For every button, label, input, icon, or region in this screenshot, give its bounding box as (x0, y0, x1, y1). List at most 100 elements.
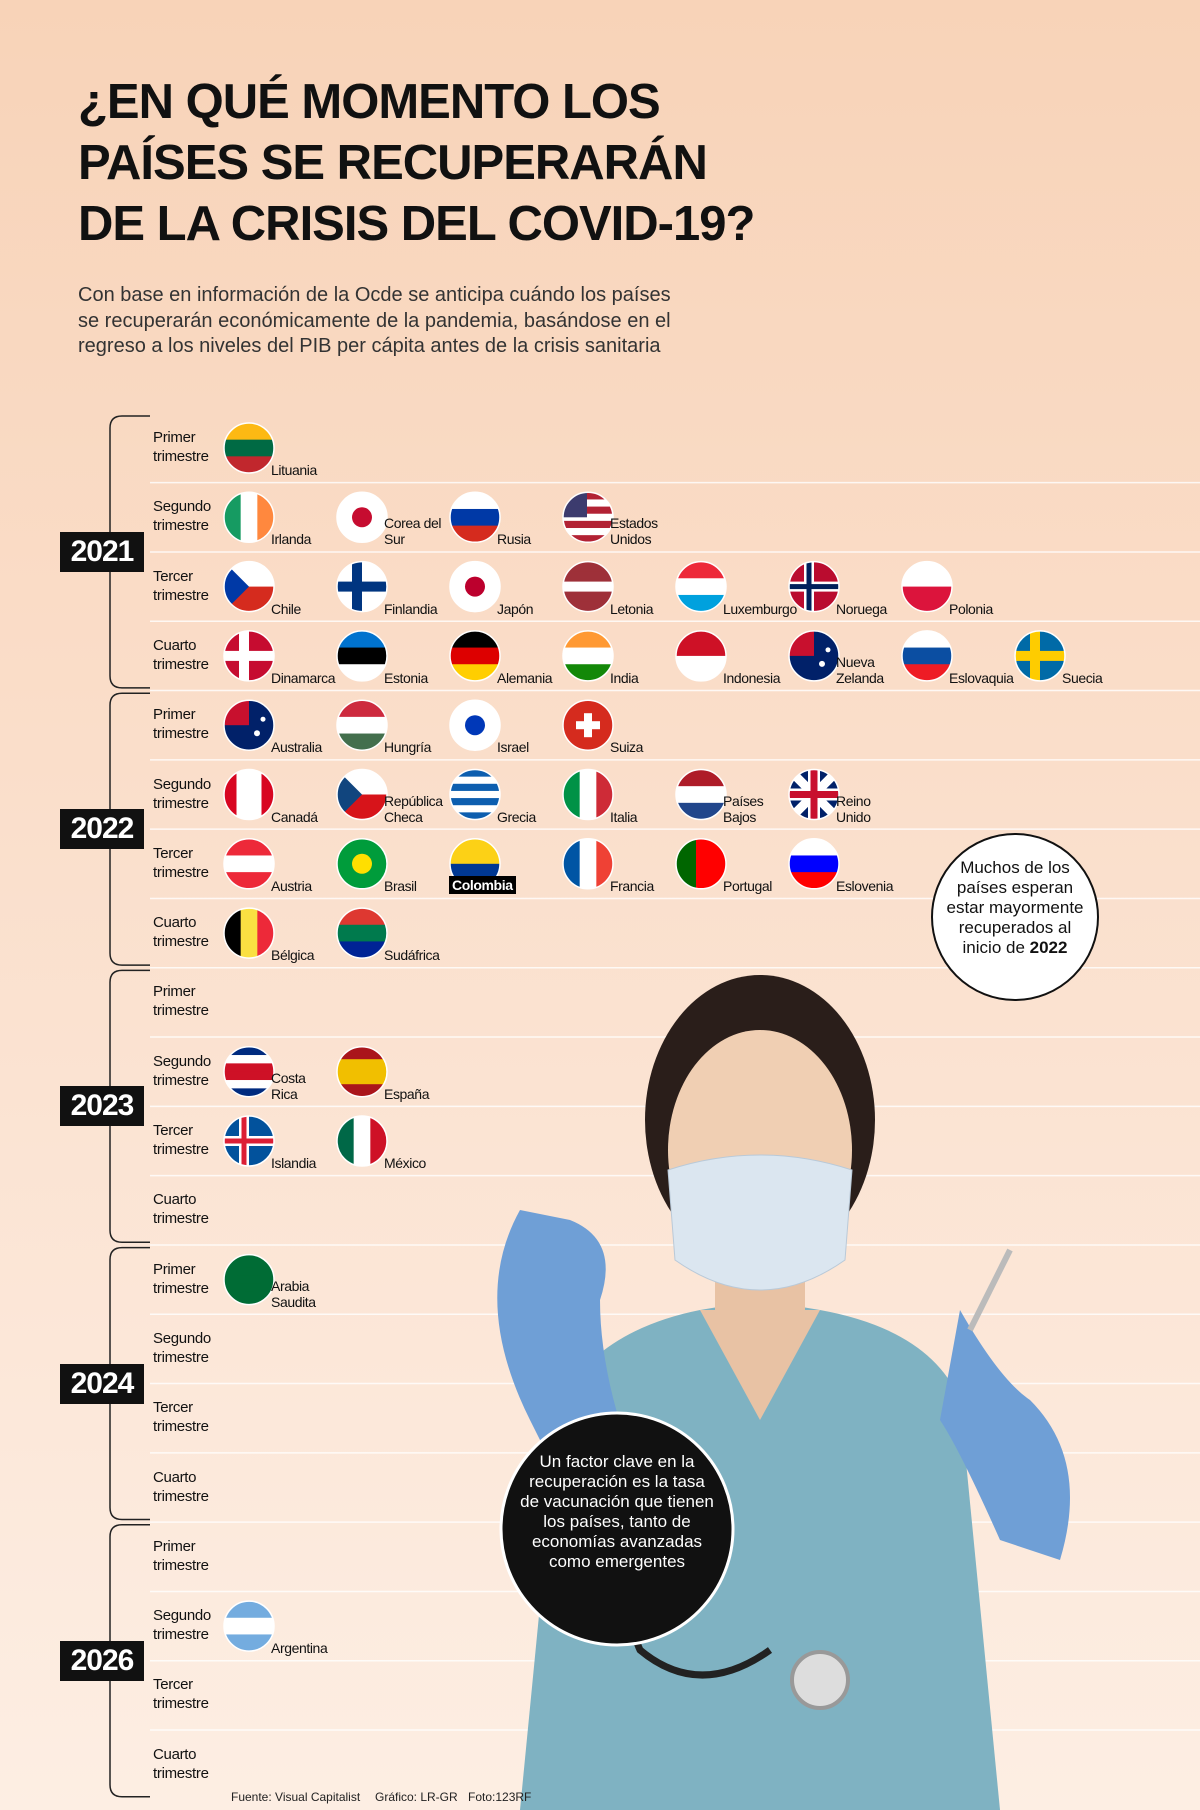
country-label: Finlandia (384, 600, 438, 617)
quarter-label: Tercer trimestre (153, 1399, 209, 1436)
country-label: Argentina (271, 1640, 328, 1657)
country-label: Suiza (610, 739, 644, 756)
year-label: 2021 (60, 531, 144, 572)
country-label: Eslovenia (836, 877, 894, 894)
flag (336, 491, 388, 544)
flag (562, 560, 614, 613)
flag (788, 768, 840, 821)
callout-bold: 2022 (1029, 938, 1068, 957)
flag (901, 560, 953, 613)
country-label: Italia (610, 808, 638, 825)
country-label: Francia (610, 877, 654, 894)
flag (223, 1600, 275, 1652)
callout-text: Un factor clave en la recuperación es la… (520, 1452, 714, 1571)
quarter-label: Cuarto trimestre (153, 914, 209, 951)
title-line: ¿EN QUÉ MOMENTO LOS (78, 75, 661, 129)
country-label: Indonesia (723, 669, 781, 686)
country-label: México (384, 1155, 426, 1171)
flag (788, 838, 840, 890)
country-label: Letonia (610, 600, 654, 617)
flag (336, 1115, 388, 1167)
flag (223, 1253, 275, 1306)
year-label: 2022 (60, 809, 144, 850)
country-label: Alemania (497, 669, 553, 686)
flag (223, 491, 275, 544)
year-label: 2024 (60, 1363, 144, 1404)
flag (336, 560, 388, 613)
flag (449, 768, 501, 821)
flag (675, 768, 727, 821)
flag (336, 838, 388, 890)
quarter-label: Cuarto trimestre (153, 1191, 209, 1228)
quarter-label: Tercer trimestre (153, 567, 209, 604)
footer-credit: Gráfico: LR-GR (375, 1790, 458, 1804)
country-label: Estonia (384, 669, 428, 686)
quarter-label: Primer trimestre (153, 1260, 209, 1297)
flag (449, 699, 501, 751)
subtitle-line: Con base en información de la Ocde se an… (78, 284, 671, 306)
flag (562, 768, 614, 821)
title-line: PAÍSES SE RECUPERARÁN (78, 136, 708, 190)
country-label: Sudáfrica (384, 947, 440, 964)
country-label: Polonia (949, 600, 993, 617)
country-label: Israel (497, 739, 529, 756)
flag (336, 699, 388, 751)
country-label: Nueva Zelanda (836, 653, 884, 686)
quarter-label: Primer trimestre (153, 429, 209, 465)
quarter-label: Cuarto trimestre (153, 636, 209, 673)
country-label: Australia (271, 739, 322, 756)
quarter-label: Primer trimestre (153, 1537, 209, 1574)
callout: Muchos de los países esperan estar mayor… (945, 858, 1085, 958)
country-label: Lituania (271, 462, 317, 478)
country-label: Islandia (271, 1155, 317, 1171)
country-label: Canadá (271, 808, 318, 825)
flag (336, 1045, 388, 1098)
flag (336, 768, 388, 821)
flag (449, 560, 501, 613)
country-label: España (384, 1085, 430, 1102)
flag (901, 630, 953, 682)
country-label: Chile (271, 600, 301, 617)
country-label: Irlanda (271, 531, 312, 548)
flag (223, 560, 275, 613)
nurse (497, 975, 1070, 1810)
title-line: DE LA CRISIS DEL COVID-19? (78, 197, 755, 251)
country-label: Eslovaquia (949, 669, 1014, 686)
country-label: Costa Rica (271, 1069, 306, 1102)
country-label: Arabia Saudita (271, 1277, 316, 1310)
footer-source: Fuente: Visual Capitalist (231, 1790, 361, 1804)
flag (788, 630, 840, 682)
flag (675, 560, 727, 613)
callout-circle (931, 833, 1099, 1001)
country-label: Bélgica (271, 947, 315, 964)
flag (223, 1045, 275, 1098)
quarter-label: Segundo trimestre (153, 1607, 211, 1644)
flag (223, 699, 275, 751)
country-label: Países Bajos (723, 792, 764, 825)
country-label: Austria (271, 877, 312, 894)
country-label: Rusia (497, 531, 531, 548)
quarter-label: Segundo trimestre (153, 1329, 211, 1366)
flag (675, 838, 727, 890)
flag (223, 422, 275, 474)
flag (449, 630, 501, 682)
quarter-label: Primer trimestre (153, 983, 209, 1020)
footer-photo: Foto:123RF (468, 1790, 532, 1804)
country-label: Japón (497, 600, 534, 617)
country-label: Noruega (836, 600, 887, 617)
country-label: Brasil (384, 877, 417, 894)
quarter-label: Segundo trimestre (153, 498, 211, 535)
flag (336, 630, 388, 682)
flag (562, 491, 614, 544)
flag (562, 699, 614, 751)
quarter-label: Tercer trimestre (153, 1122, 209, 1158)
country-label: Corea del Sur (384, 515, 442, 548)
country-label: Hungría (384, 739, 432, 756)
country-label: Luxemburgo (723, 600, 797, 617)
country-label: Grecia (497, 808, 536, 825)
flags (223, 422, 1066, 1652)
quarter-label: Tercer trimestre (153, 844, 209, 881)
year-label: 2026 (60, 1640, 144, 1681)
